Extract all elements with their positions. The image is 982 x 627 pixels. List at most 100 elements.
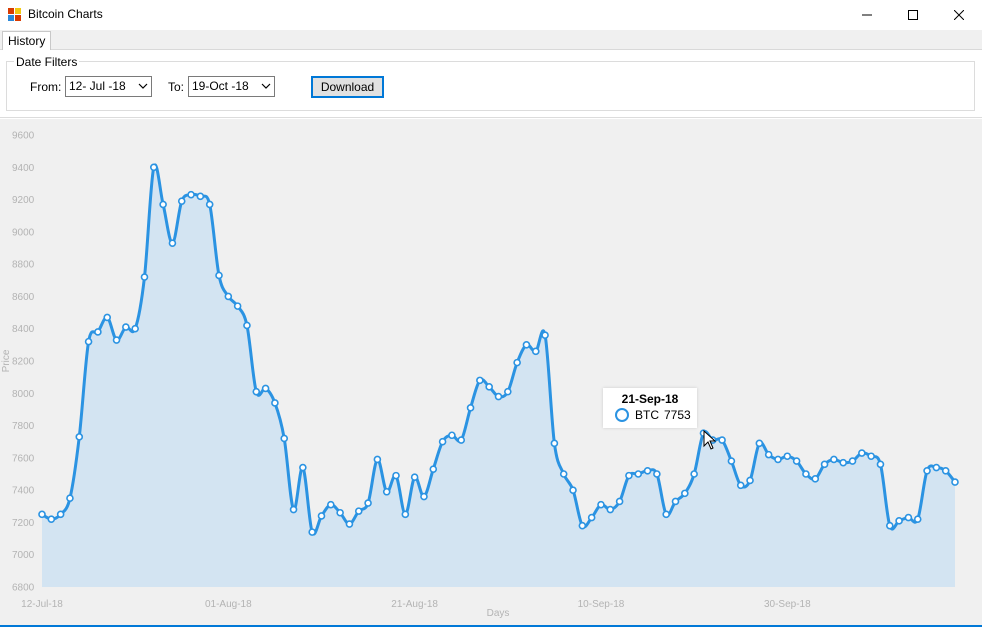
data-point xyxy=(336,508,344,517)
data-point xyxy=(122,323,130,331)
y-tick-label: 8600 xyxy=(12,292,35,303)
data-point xyxy=(522,341,531,349)
y-tick-label: 7800 xyxy=(12,421,35,432)
chevron-down-icon xyxy=(261,83,271,89)
data-point xyxy=(895,517,903,525)
data-point xyxy=(643,466,652,475)
y-tick-label: 7000 xyxy=(12,550,35,561)
data-point xyxy=(177,197,186,205)
data-point xyxy=(587,513,596,522)
data-point xyxy=(420,492,428,501)
data-point xyxy=(625,471,633,480)
data-point xyxy=(913,515,922,524)
x-tick-label: 10-Sep-18 xyxy=(578,599,625,610)
y-tick-label: 7200 xyxy=(12,518,35,529)
from-date-picker[interactable]: 12- Jul -18 xyxy=(65,76,152,97)
data-point xyxy=(746,476,754,485)
data-point xyxy=(327,500,335,509)
data-point xyxy=(858,449,866,457)
date-filters-title: Date Filters xyxy=(14,55,80,69)
data-point xyxy=(271,399,279,407)
data-point xyxy=(597,500,605,509)
data-point xyxy=(783,452,792,461)
data-point xyxy=(606,505,615,514)
data-point xyxy=(457,436,466,444)
window-title: Bitcoin Charts xyxy=(28,7,103,21)
x-tick-label: 12-Jul-18 xyxy=(21,599,63,610)
data-point xyxy=(736,481,745,490)
download-button[interactable]: Download xyxy=(311,76,384,98)
minimize-button[interactable] xyxy=(844,0,890,30)
data-point xyxy=(308,528,316,536)
data-point xyxy=(839,458,848,467)
data-point xyxy=(774,455,782,464)
data-point xyxy=(205,200,214,209)
data-point xyxy=(476,376,484,385)
data-point xyxy=(289,505,298,514)
y-tick-label: 9600 xyxy=(12,131,35,142)
tab-history[interactable]: History xyxy=(2,31,52,51)
data-point xyxy=(112,336,121,344)
data-point xyxy=(885,521,894,530)
data-point xyxy=(280,434,289,443)
data-point xyxy=(653,470,661,478)
y-axis-title: Price xyxy=(1,349,12,372)
data-point xyxy=(410,473,419,482)
tab-strip: History xyxy=(0,30,982,51)
data-point xyxy=(261,384,270,393)
maximize-button[interactable] xyxy=(890,0,936,30)
maximize-icon xyxy=(908,10,918,20)
data-point xyxy=(38,510,46,519)
data-point xyxy=(233,302,242,310)
data-point xyxy=(550,439,559,448)
data-point xyxy=(140,273,149,281)
to-date-picker[interactable]: 19-Oct -18 xyxy=(188,76,275,97)
data-point xyxy=(382,487,391,496)
data-point xyxy=(75,433,84,441)
data-point xyxy=(802,470,810,478)
y-tick-label: 6800 xyxy=(12,583,35,594)
data-point xyxy=(690,470,698,478)
close-button[interactable] xyxy=(936,0,982,30)
y-tick-label: 7400 xyxy=(12,486,35,497)
tooltip-date: 21-Sep-18 xyxy=(621,392,679,406)
data-point xyxy=(904,513,913,522)
x-tick-label: 01-Aug-18 xyxy=(205,599,252,610)
data-point xyxy=(671,497,680,506)
data-point xyxy=(94,328,102,336)
data-point xyxy=(494,392,503,401)
window-bottom-border xyxy=(0,625,982,627)
y-tick-label: 8200 xyxy=(12,357,35,368)
data-point xyxy=(941,466,950,475)
data-point xyxy=(559,470,568,478)
data-point xyxy=(923,466,931,475)
data-point xyxy=(541,331,549,339)
y-tick-label: 7600 xyxy=(12,453,35,464)
data-point xyxy=(196,192,205,201)
x-tick-label: 30-Sep-18 xyxy=(764,599,811,610)
price-chart[interactable]: 6800 7000 7200 7400 7600 7800 8000 8200 8400 8600… xyxy=(0,119,982,625)
data-point xyxy=(187,190,195,199)
close-icon xyxy=(954,10,964,20)
from-label: From: xyxy=(30,80,62,94)
data-point xyxy=(727,457,736,465)
chevron-down-icon xyxy=(138,83,148,89)
data-point xyxy=(159,200,167,209)
data-point-tooltip: 21-Sep-18 BTC 7753 xyxy=(603,388,697,428)
to-label: To: xyxy=(168,80,185,94)
price-chart-svg: 6800 7000 7200 7400 7600 7800 8000 8200 8400 8600… xyxy=(1,131,959,619)
data-point xyxy=(224,292,233,301)
data-point xyxy=(792,457,801,465)
data-point xyxy=(615,497,624,506)
data-point xyxy=(149,163,158,172)
data-point xyxy=(429,465,438,473)
y-tick-label: 9200 xyxy=(12,195,35,206)
data-point xyxy=(131,324,139,333)
data-point xyxy=(345,520,354,528)
series-marker-icon xyxy=(615,408,629,422)
data-point xyxy=(578,521,587,530)
mouse-pointer-icon xyxy=(703,430,717,450)
data-point xyxy=(252,387,261,396)
data-point xyxy=(66,494,74,503)
date-filters-group xyxy=(6,61,975,111)
